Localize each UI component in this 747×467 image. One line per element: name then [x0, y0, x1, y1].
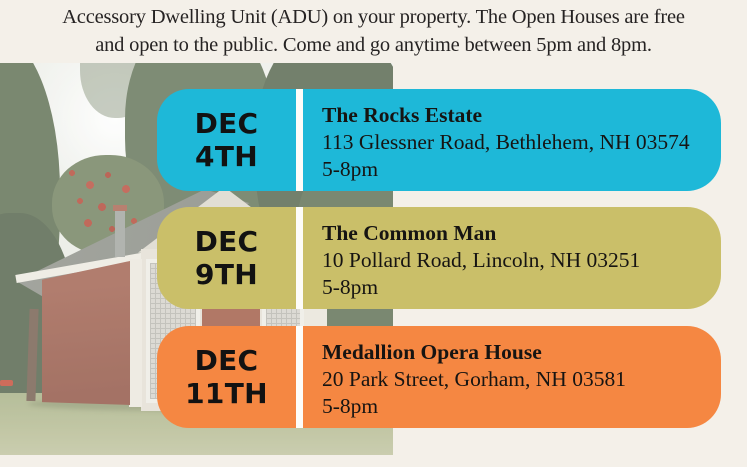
event-title: The Common Man — [322, 221, 497, 245]
event-address: 20 Park Street, Gorham, NH 03581 — [322, 367, 626, 391]
shed-side-wall — [42, 261, 130, 405]
event-month: DEC — [194, 344, 259, 377]
event-title: Medallion Opera House — [322, 340, 542, 364]
event-details: The Rocks Estate 113 Glessner Road, Beth… — [303, 89, 721, 191]
card-divider — [296, 326, 303, 428]
intro-line-2: and open to the public. Come and go anyt… — [95, 34, 652, 56]
intro-text: Accessory Dwelling Unit (ADU) on your pr… — [0, 3, 747, 59]
event-date-badge: DEC 9TH — [157, 207, 296, 309]
event-address: 113 Glessner Road, Bethlehem, NH 03574 — [322, 130, 690, 154]
event-month: DEC — [194, 225, 259, 258]
event-address: 10 Pollard Road, Lincoln, NH 03251 — [322, 248, 641, 272]
event-date-badge: DEC 4TH — [157, 89, 296, 191]
event-time: 5-8pm — [322, 275, 379, 299]
event-month: DEC — [194, 107, 259, 140]
card-divider — [296, 207, 303, 309]
intro-line-1: Accessory Dwelling Unit (ADU) on your pr… — [62, 6, 685, 28]
event-time: 5-8pm — [322, 157, 379, 181]
event-day: 11TH — [185, 377, 268, 410]
card-divider — [296, 89, 303, 191]
red-object — [0, 380, 13, 386]
shed-chimney-cap — [113, 205, 127, 211]
event-details: Medallion Opera House 20 Park Street, Go… — [303, 326, 721, 428]
event-day: 4TH — [195, 140, 258, 173]
event-time: 5-8pm — [322, 394, 379, 418]
event-card: DEC 4TH The Rocks Estate 113 Glessner Ro… — [157, 89, 721, 191]
shed-corner-trim — [129, 259, 142, 407]
event-title: The Rocks Estate — [322, 103, 483, 127]
event-card: DEC 9TH The Common Man 10 Pollard Road, … — [157, 207, 721, 309]
event-card: DEC 11TH Medallion Opera House 20 Park S… — [157, 326, 721, 428]
event-day: 9TH — [195, 258, 258, 291]
event-details: The Common Man 10 Pollard Road, Lincoln,… — [303, 207, 721, 309]
shed-chimney — [115, 209, 125, 257]
event-date-badge: DEC 11TH — [157, 326, 296, 428]
